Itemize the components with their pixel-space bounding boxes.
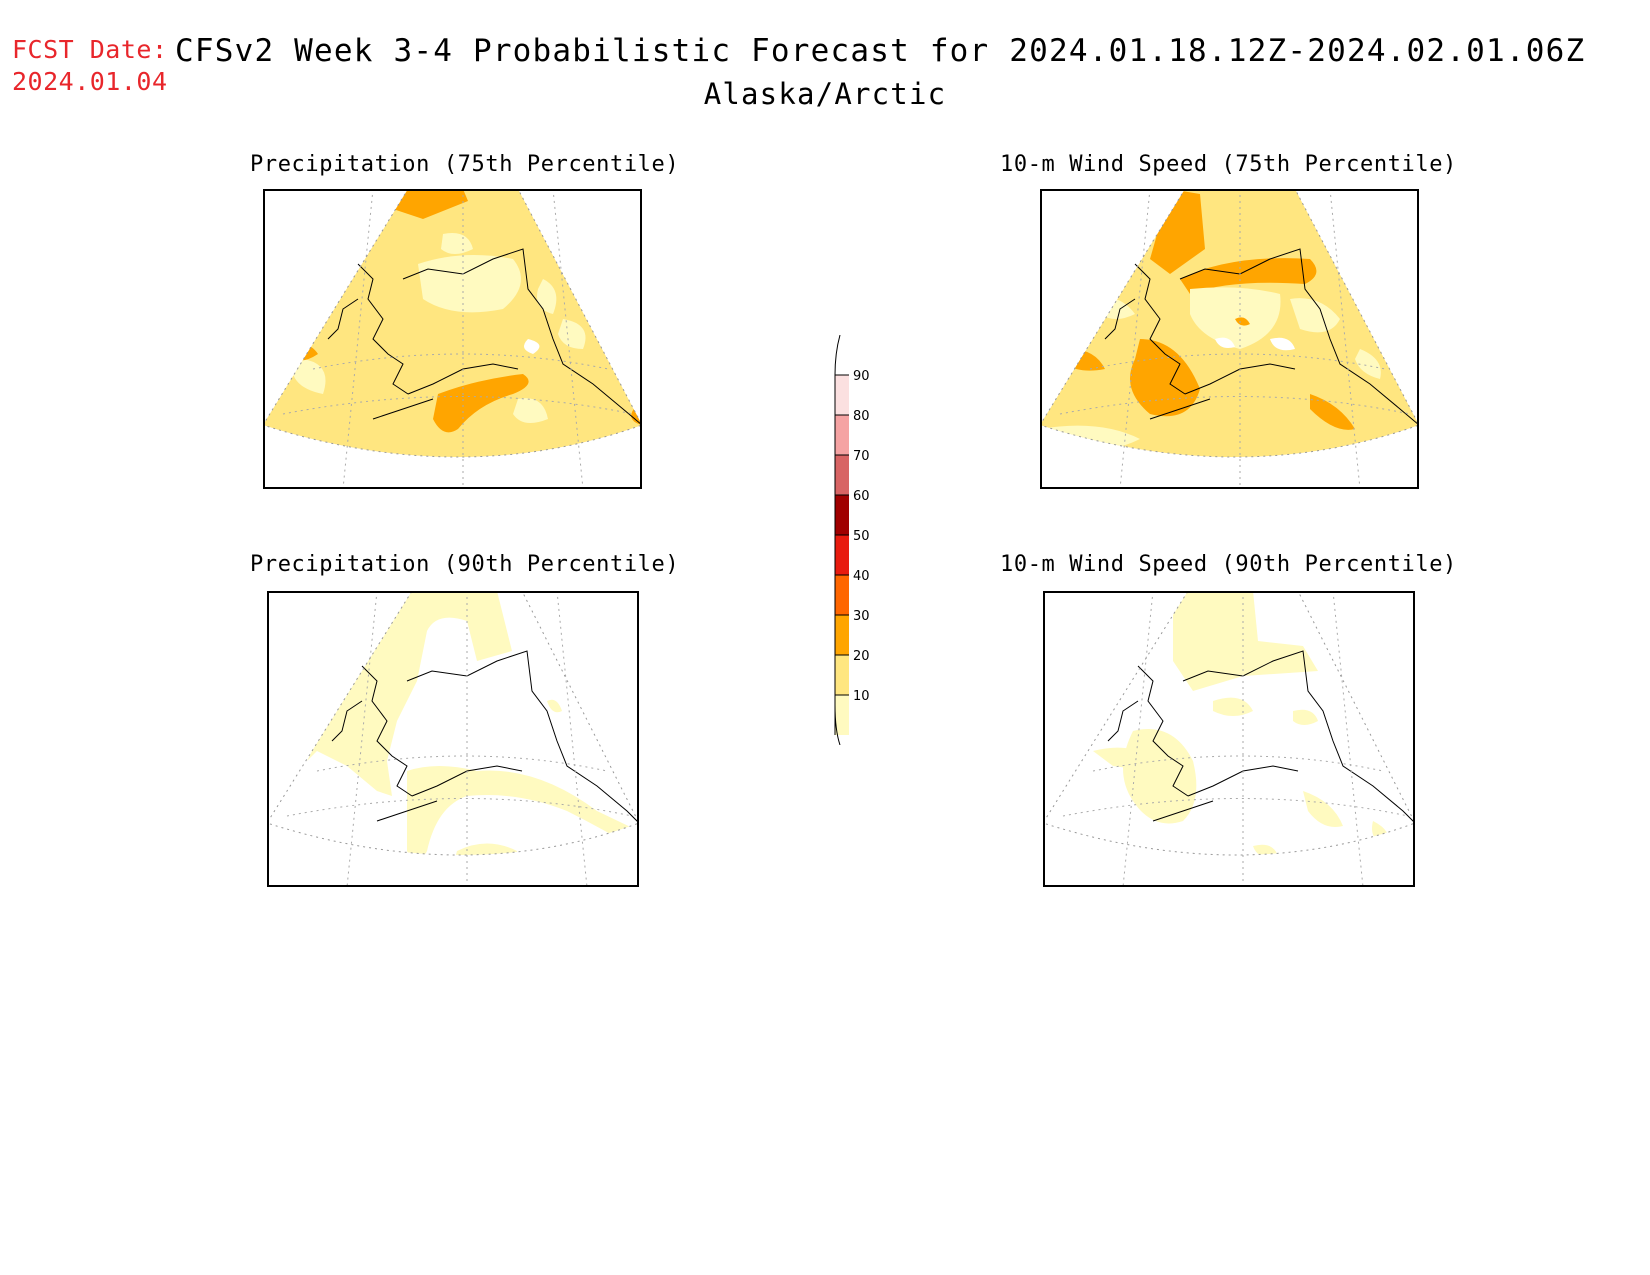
colorbar-label-10: 10 [853,689,870,704]
colorbar-bottom-tip [834,704,841,745]
colorbar-label-70: 70 [853,449,870,464]
fill-light [1173,591,1318,691]
colorbar-swatch-0 [835,695,849,735]
colorbar-label-80: 80 [853,409,870,424]
panel-title-wind-90: 10-m Wind Speed (90th Percentile) [1000,552,1457,577]
colorbar-swatch-8 [835,375,849,415]
fcst-date-value: 2024.01.04 [12,67,168,96]
colorbar-swatch-1 [835,655,849,695]
map-precip-75 [263,189,642,489]
map-precip-90 [267,591,639,887]
colorbar-label-90: 90 [853,369,870,384]
colorbar-label-50: 50 [853,529,870,544]
fill-light [307,591,512,796]
colorbar-labels: 10 20 30 40 50 60 70 80 90 [834,369,870,735]
colorbar-swatch-2 [835,615,849,655]
fill-light [418,255,521,313]
colorbar-swatches [835,375,849,735]
colorbar-label-30: 30 [853,609,870,624]
panel-title-precip-90: Precipitation (90th Percentile) [250,552,680,577]
colorbar-label-20: 20 [853,649,870,664]
colorbar-label-60: 60 [853,489,870,504]
panel-title-wind-75: 10-m Wind Speed (75th Percentile) [1000,152,1457,177]
map-frame-wind-75 [1040,189,1419,489]
page-title: CFSv2 Week 3-4 Probabilistic Forecast fo… [175,33,1586,69]
map-frame-precip-75 [263,189,642,489]
colorbar-swatch-5 [835,495,849,535]
colorbar-swatch-4 [835,535,849,575]
grid-lines [282,189,634,489]
map-wind-90 [1043,591,1415,887]
fill-light [1190,287,1281,349]
fcst-date-label: FCST Date: [12,35,168,64]
panel-title-precip-75: Precipitation (75th Percentile) [250,152,680,177]
colorbar: 10 20 30 40 50 60 70 80 90 [834,335,870,745]
page-subtitle: Alaska/Arctic [703,77,947,111]
map-frame-precip-90 [267,591,639,887]
colorbar-label-40: 40 [853,569,870,584]
map-frame-wind-90 [1043,591,1415,887]
fill-orange-south [433,374,529,433]
fill-orange [1150,189,1205,274]
colorbar-swatch-3 [835,575,849,615]
colorbar-swatch-6 [835,455,849,495]
map-wind-75 [1040,189,1419,489]
fill-orange-north [393,189,468,219]
coastline [327,248,642,426]
colorbar-top-tip [834,335,841,376]
colorbar-swatch-7 [835,415,849,455]
